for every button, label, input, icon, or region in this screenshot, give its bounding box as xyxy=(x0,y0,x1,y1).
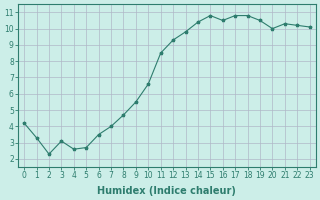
X-axis label: Humidex (Indice chaleur): Humidex (Indice chaleur) xyxy=(98,186,236,196)
